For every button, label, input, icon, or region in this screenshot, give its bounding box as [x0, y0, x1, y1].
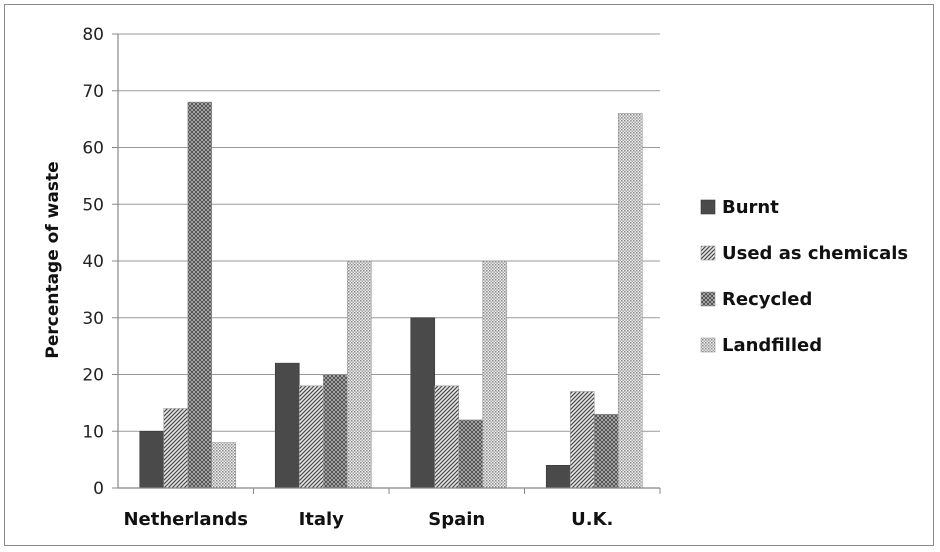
y-tick-label: 70	[82, 82, 104, 102]
bar-used-as-chemicals-netherlands	[163, 408, 189, 489]
x-category-label: Italy	[299, 509, 345, 530]
bar-landfilled-u-k	[617, 113, 643, 489]
legend-label: Burnt	[722, 197, 779, 218]
bars	[139, 101, 643, 489]
legend-swatch	[700, 291, 716, 307]
bar-landfilled-netherlands	[211, 442, 237, 489]
x-category-label: Spain	[428, 509, 485, 530]
bar-recycled-italy	[322, 374, 348, 489]
legend-swatch	[700, 245, 716, 261]
legend-swatch	[700, 337, 716, 353]
x-category-label: U.K.	[571, 509, 613, 530]
y-tick-label: 20	[82, 366, 104, 386]
bar-recycled-netherlands	[187, 101, 213, 489]
y-tick-label: 80	[82, 25, 104, 45]
legend-swatch	[700, 199, 716, 215]
bar-burnt-spain	[410, 317, 436, 489]
bar-used-as-chemicals-italy	[298, 385, 324, 489]
bar-landfilled-italy	[346, 260, 372, 489]
bar-burnt-u-k	[545, 464, 571, 489]
legend-label: Used as chemicals	[722, 243, 908, 264]
y-tick-label: 50	[82, 195, 104, 215]
y-tick-label: 0	[93, 479, 104, 499]
y-axis-label: Percentage of waste	[43, 161, 63, 358]
y-tick-label: 10	[82, 422, 104, 442]
bar-burnt-italy	[274, 362, 300, 489]
legend: Burnt Used as chemicals Recycled Landfilled	[700, 197, 908, 356]
bar-recycled-spain	[458, 419, 484, 489]
bar-recycled-u-k	[593, 413, 619, 489]
y-tick-label: 60	[82, 139, 104, 159]
legend-label: Recycled	[722, 289, 812, 310]
x-category-label: Netherlands	[123, 509, 248, 530]
bar-used-as-chemicals-u-k	[569, 391, 595, 489]
y-tick-label: 40	[82, 252, 104, 272]
y-tick-label: 30	[82, 309, 104, 329]
bar-landfilled-spain	[482, 260, 508, 489]
legend-label: Landfilled	[722, 335, 822, 356]
bar-burnt-netherlands	[139, 430, 165, 489]
bar-used-as-chemicals-spain	[434, 385, 460, 489]
axes: 0 10 20 30 40 50 60 70 80 Netherlands Italy Spain U.…	[82, 25, 661, 530]
